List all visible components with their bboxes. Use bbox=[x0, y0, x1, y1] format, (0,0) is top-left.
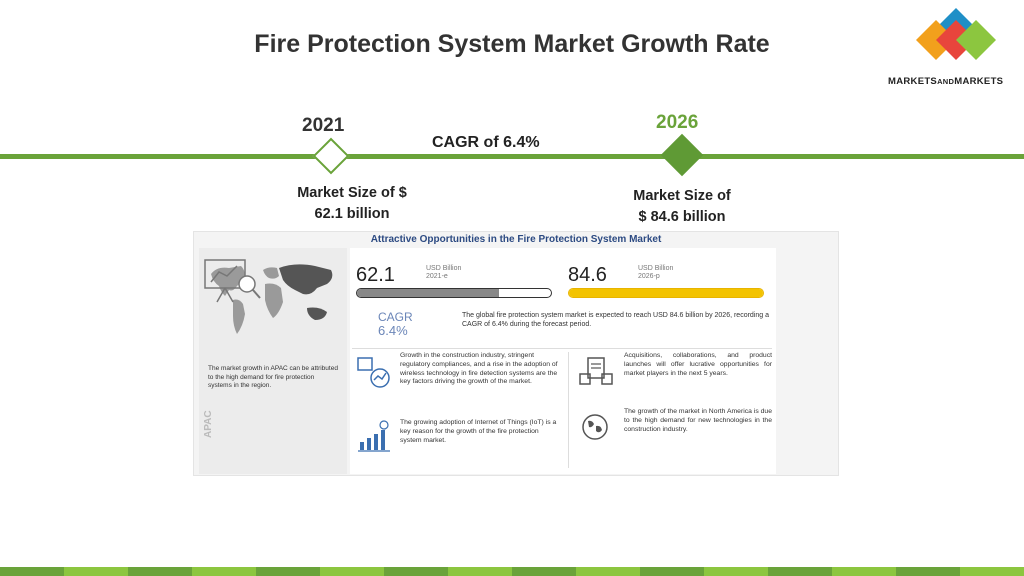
footer-segment bbox=[128, 567, 192, 576]
acquisitions-icon bbox=[579, 357, 613, 385]
construction-growth-icon bbox=[357, 357, 390, 388]
footer-segment bbox=[832, 567, 896, 576]
iot-chart-icon bbox=[358, 420, 390, 452]
markets-and-markets-logo: MARKETSANDMARKETS bbox=[884, 6, 1024, 87]
market-size-2021: Market Size of $ 62.1 billion bbox=[297, 185, 407, 222]
logo-diamonds-icon bbox=[916, 8, 996, 60]
value-2021: 62.1 bbox=[356, 264, 395, 286]
globe-icon bbox=[582, 414, 608, 440]
footer-segment bbox=[256, 567, 320, 576]
footer-segment bbox=[704, 567, 768, 576]
apac-description: The market growth in APAC can be attribu… bbox=[208, 365, 338, 389]
milestone-2026-diamond-icon bbox=[660, 133, 704, 177]
analytics-board-icon bbox=[204, 259, 261, 303]
market-size-2026: Market Size of $ 84.6 billion bbox=[633, 188, 731, 225]
unit-2021: USD Billion 2021-e bbox=[426, 265, 462, 280]
unit-2026: USD Billion 2026-p bbox=[638, 265, 674, 280]
footer-segment bbox=[384, 567, 448, 576]
footer-segment bbox=[896, 567, 960, 576]
fact-acquisitions: Acquisitions, collaborations, and produc… bbox=[624, 352, 772, 377]
footer-segment bbox=[0, 567, 64, 576]
logo-text: MARKETSANDMARKETS bbox=[888, 76, 1004, 87]
apac-label: APAC bbox=[203, 410, 214, 438]
fact-iot: The growing adoption of Internet of Thin… bbox=[400, 419, 557, 444]
bar-2026 bbox=[568, 288, 764, 298]
opportunities-infographic: Attractive Opportunities in the Fire Pro… bbox=[193, 231, 839, 476]
world-map-icon bbox=[211, 264, 333, 334]
bar-2021 bbox=[356, 288, 552, 298]
infographic-cagr: CAGR 6.4% bbox=[378, 310, 413, 338]
fact-north-america: The growth of the market in North Americ… bbox=[624, 408, 772, 433]
divider bbox=[568, 352, 569, 468]
timeline-line bbox=[0, 154, 1024, 159]
footer-segment bbox=[448, 567, 512, 576]
fact-construction: Growth in the construction industry, str… bbox=[400, 352, 558, 386]
footer-segment bbox=[512, 567, 576, 576]
value-2026: 84.6 bbox=[568, 264, 607, 286]
footer-segment bbox=[768, 567, 832, 576]
year-2021: 2021 bbox=[302, 115, 345, 136]
footer-segment bbox=[192, 567, 256, 576]
footer-segment bbox=[64, 567, 128, 576]
footer-segment bbox=[960, 567, 1024, 576]
infographic-title: Attractive Opportunities in the Fire Pro… bbox=[370, 234, 662, 245]
footer-stripe bbox=[0, 567, 1024, 576]
slide-title: Fire Protection System Market Growth Rat… bbox=[254, 30, 770, 58]
footer-segment bbox=[320, 567, 384, 576]
cagr-label: CAGR of 6.4% bbox=[432, 134, 540, 151]
market-summary-panel: 62.1 USD Billion 2021-e 84.6 USD Billion… bbox=[350, 248, 776, 474]
year-2026: 2026 bbox=[656, 112, 699, 133]
market-summary-text: The global fire protection system market… bbox=[462, 312, 769, 328]
footer-segment bbox=[576, 567, 640, 576]
milestone-2021-diamond-icon bbox=[312, 137, 350, 175]
apac-panel: The market growth in APAC can be attribu… bbox=[199, 248, 347, 474]
footer-segment bbox=[640, 567, 704, 576]
divider bbox=[352, 348, 772, 349]
